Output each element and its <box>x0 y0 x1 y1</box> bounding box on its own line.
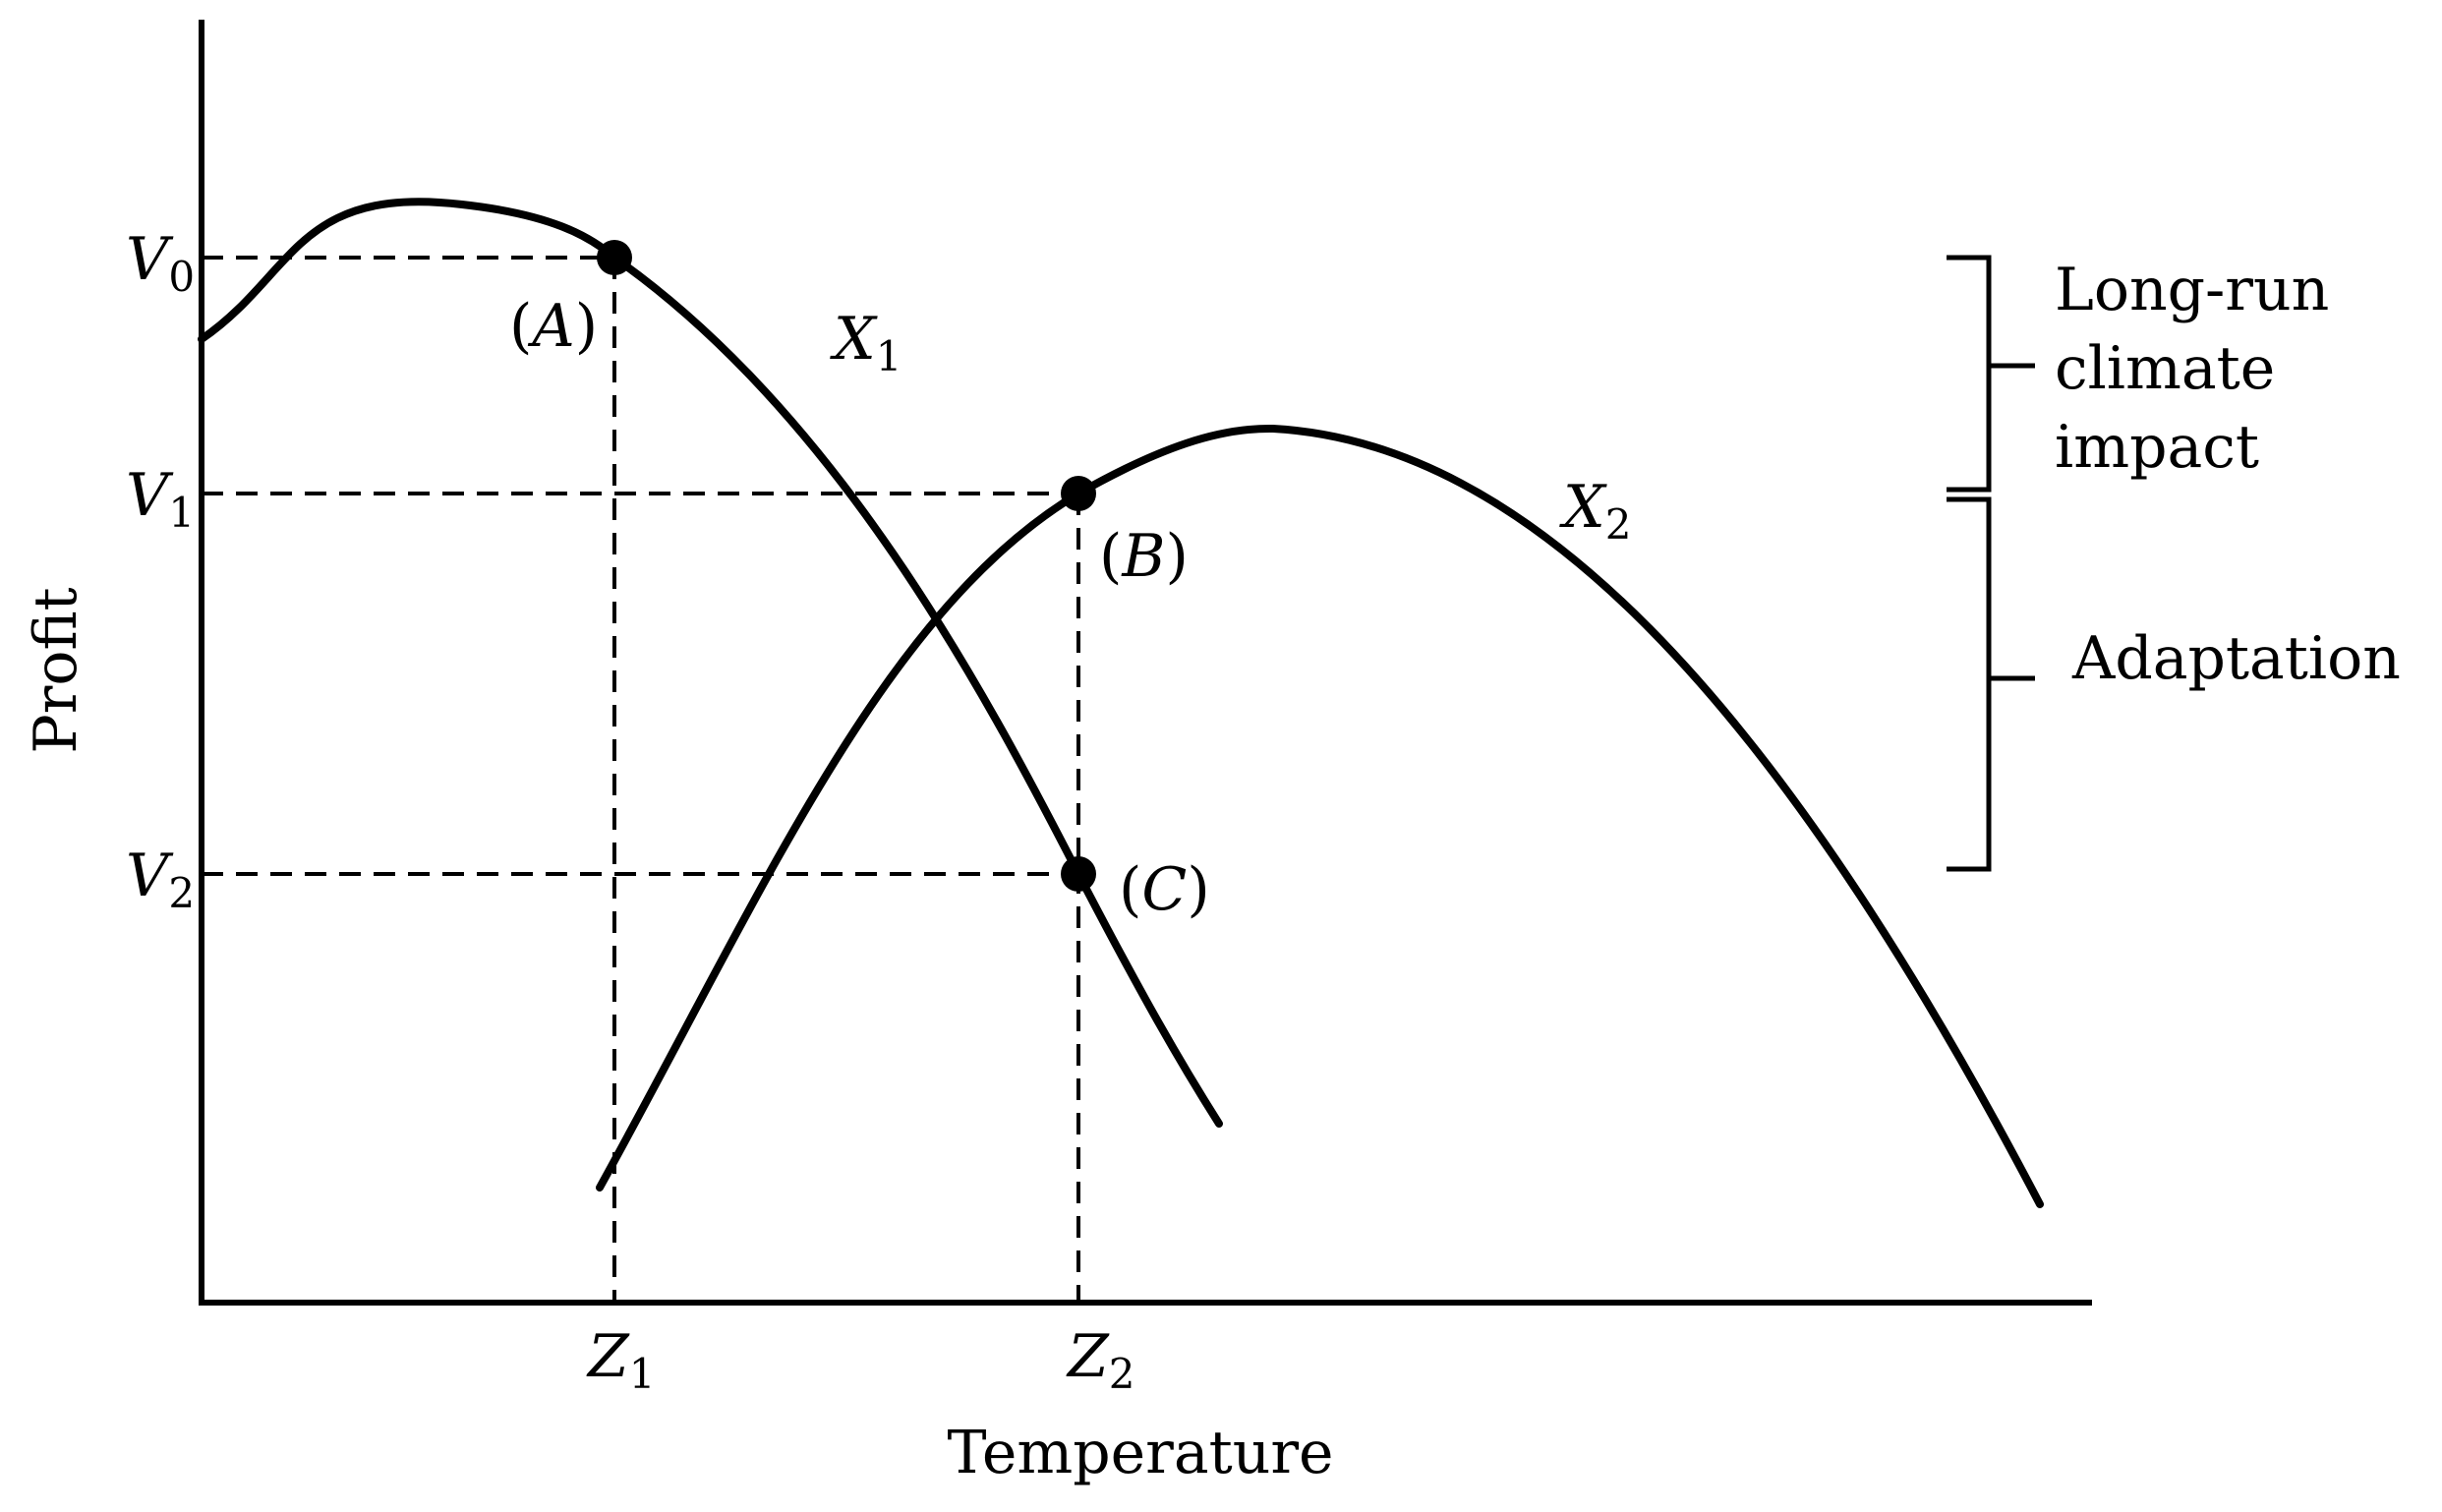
point-b-letter: B <box>1121 522 1165 591</box>
x-tick-z2-sub: 2 <box>1109 1350 1135 1398</box>
y-tick-v1: V1 <box>126 461 195 537</box>
y-tick-v0-base: V <box>126 225 174 294</box>
long-run-line-3: impact <box>2055 413 2259 482</box>
series-x1-sub: 1 <box>876 332 902 380</box>
x-axis-title: Temperature <box>947 1419 1333 1487</box>
point-b-marker <box>1061 476 1096 511</box>
series-x2-label: X2 <box>1559 473 1631 549</box>
y-tick-v0: V0 <box>126 225 195 301</box>
x-tick-z2-base: Z <box>1066 1322 1110 1391</box>
point-a-letter: A <box>527 292 574 361</box>
point-a-marker <box>597 240 632 275</box>
adaptation-bracket <box>1947 496 2035 872</box>
x-tick-z1-base: Z <box>586 1322 630 1391</box>
point-c-label: (C) <box>1119 855 1210 924</box>
y-tick-v0-sub: 0 <box>168 253 195 301</box>
series-x2-base: X <box>1559 473 1607 542</box>
point-c-letter: C <box>1141 855 1187 924</box>
x-tick-z1-sub: 1 <box>629 1350 656 1398</box>
series-x1-label: X1 <box>830 305 901 380</box>
series-x2-sub: 2 <box>1605 500 1632 549</box>
x-tick-z2: Z2 <box>1066 1322 1134 1398</box>
long-run-annotation: Long-run climate impact <box>2055 256 2348 482</box>
series-x1-curve <box>198 198 1223 1128</box>
long-run-line-2: climate <box>2055 334 2275 403</box>
y-tick-v2-base: V <box>126 842 174 910</box>
long-run-line-1: Long-run <box>2055 256 2329 324</box>
y-axis-title: Profit <box>22 587 90 753</box>
point-b-label: (B) <box>1099 522 1189 591</box>
point-a-label: (A) <box>509 292 598 361</box>
y-tick-v2: V2 <box>126 842 195 917</box>
series-x2-curve <box>596 424 2044 1208</box>
adaptation-annotation: Adaptation <box>2071 624 2401 693</box>
series-x1-base: X <box>830 305 878 374</box>
y-tick-v1-sub: 1 <box>168 489 195 537</box>
point-c-marker <box>1061 856 1096 892</box>
y-tick-v2-sub: 2 <box>168 869 195 917</box>
long-run-bracket <box>1947 255 2035 493</box>
y-tick-v1-base: V <box>126 461 174 530</box>
x-tick-z1: Z1 <box>586 1322 655 1398</box>
